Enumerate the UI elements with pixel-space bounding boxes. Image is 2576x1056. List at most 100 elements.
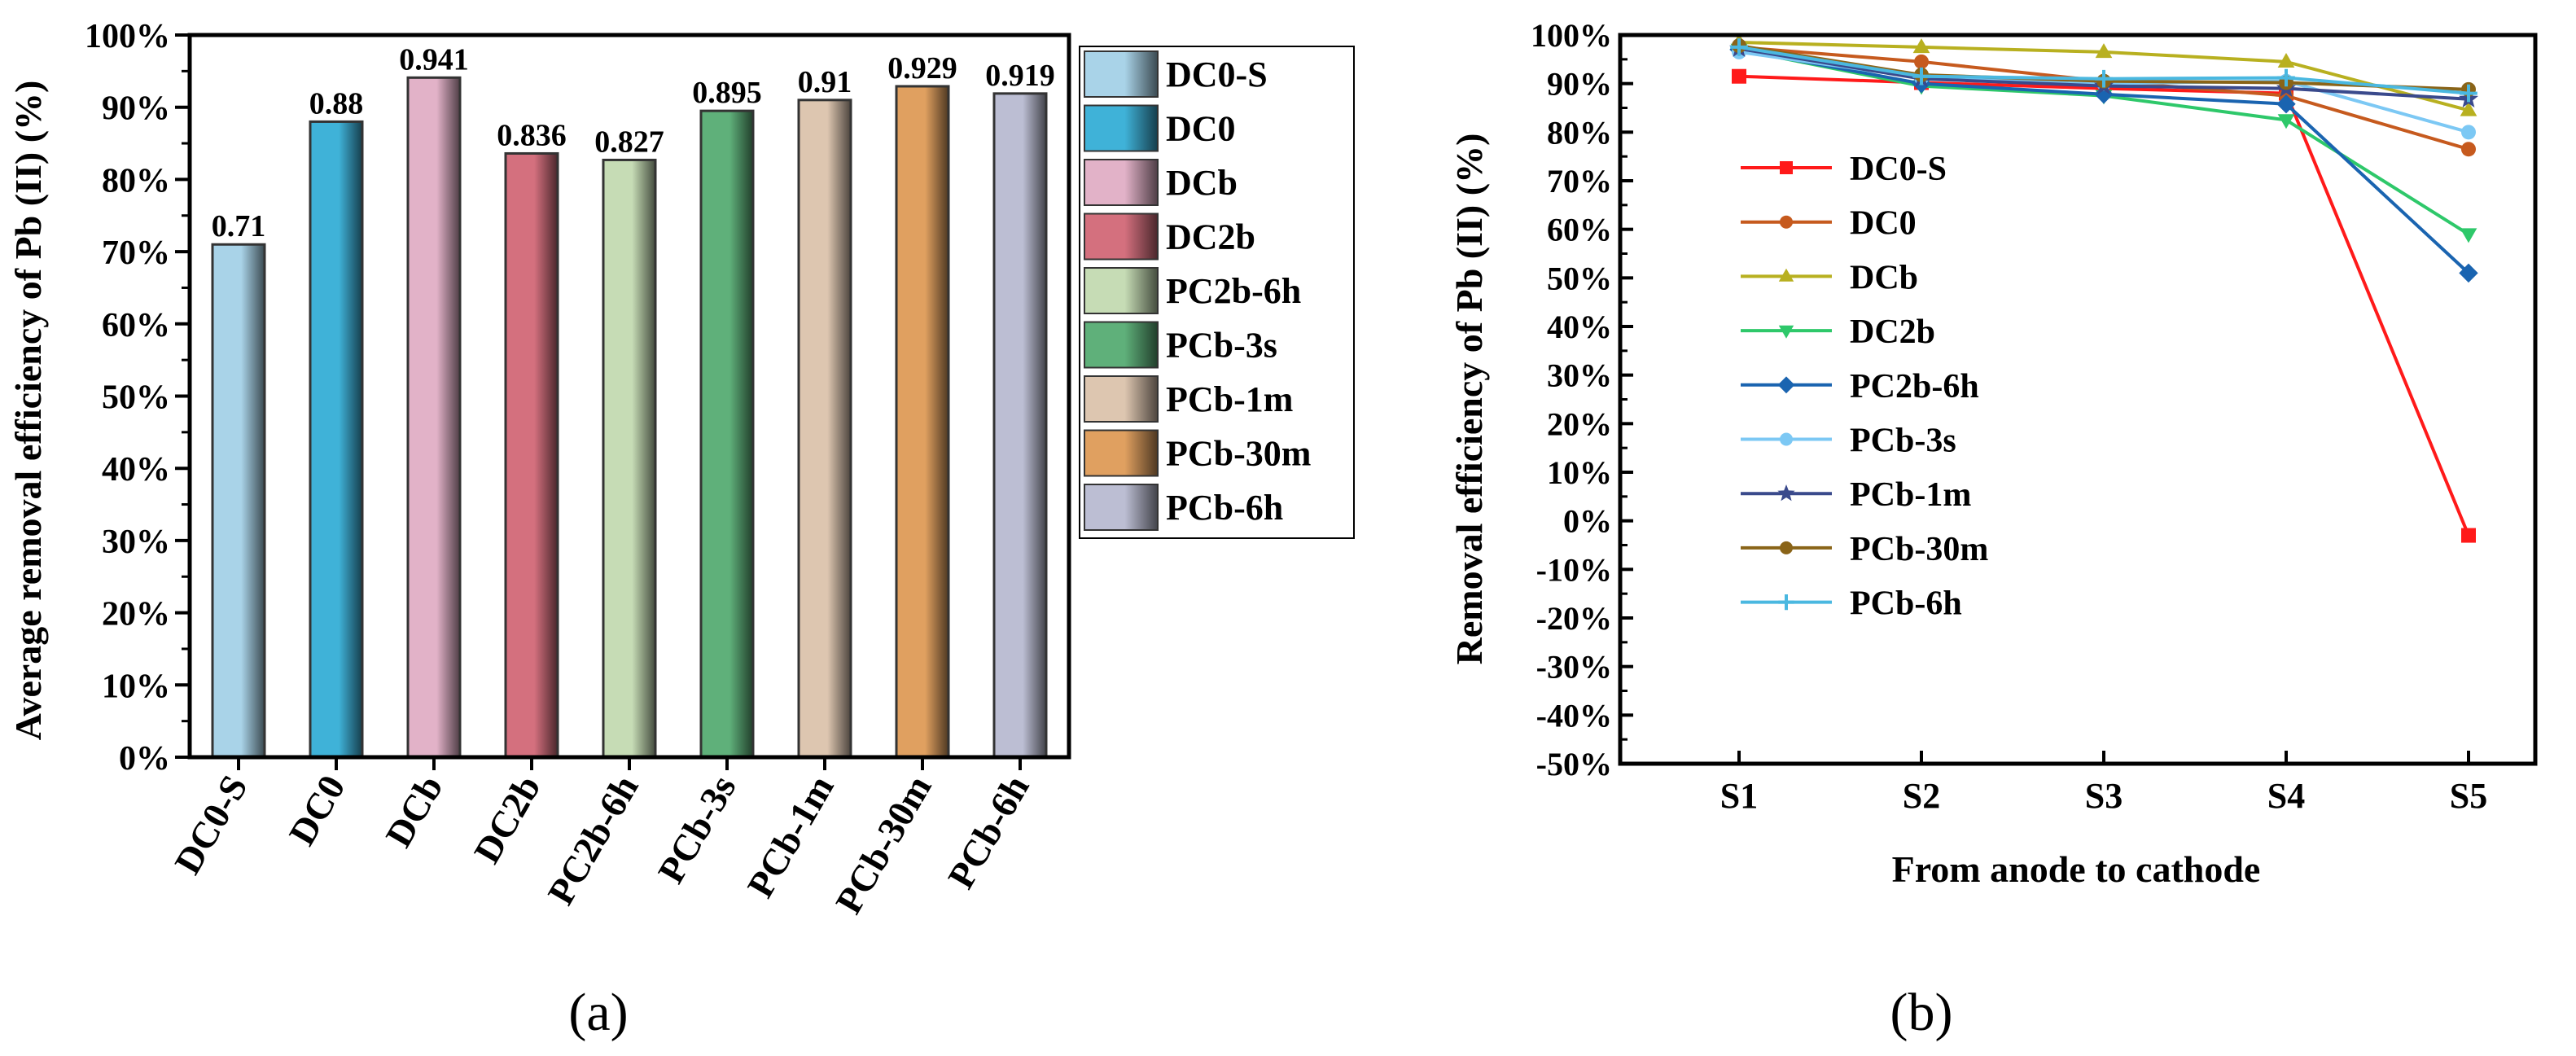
x-tick-label: DCb	[377, 769, 450, 854]
y-tick-label: 0%	[1563, 503, 1612, 540]
y-tick-label: -20%	[1536, 600, 1612, 637]
x-tick-label: DC0-S	[166, 769, 255, 881]
bar	[504, 151, 559, 759]
bar	[699, 109, 755, 759]
legend-swatch	[1084, 213, 1159, 261]
bar-value-label: 0.91	[798, 65, 852, 99]
legend-swatch	[1084, 321, 1159, 369]
bar-value-label: 0.919	[985, 59, 1055, 93]
y-tick-label: 50%	[102, 379, 170, 417]
legend-label: DC0	[1166, 109, 1236, 149]
y-tick-label: 100%	[1531, 17, 1612, 54]
marker-circle	[1780, 541, 1793, 554]
bar-value-label: 0.929	[887, 51, 957, 85]
bar-chart-plot-frame	[187, 33, 1071, 760]
bar-chart-panel: Average removal efficiency of Pb (II) (%…	[7, 18, 1355, 1042]
series-line	[1738, 74, 2470, 537]
legend-label: DC2b	[1166, 217, 1255, 257]
y-tick-label: 20%	[1547, 405, 1612, 442]
x-tick-label: PCb-3s	[650, 769, 744, 890]
legend-swatch	[1084, 159, 1159, 206]
marker-square	[1780, 161, 1793, 174]
y-tick-label: 10%	[1547, 454, 1612, 491]
y-tick-label: 40%	[102, 451, 170, 489]
legend-label: PCb-3s	[1166, 326, 1277, 366]
legend-label: PC2b-6h	[1850, 368, 1979, 405]
bar-value-label: 0.88	[309, 86, 364, 120]
legend-swatch	[1084, 267, 1159, 314]
marker-plus	[1730, 38, 1748, 56]
marker-triangle-up	[2460, 101, 2477, 116]
marker-square	[2461, 528, 2476, 543]
x-tick-label: PC2b-6h	[540, 769, 646, 912]
x-tick-label: PCb-1m	[739, 769, 842, 905]
legend-label: PCb-6h	[1166, 488, 1283, 528]
legend-label: PCb-3s	[1850, 423, 1956, 460]
y-tick-label: 10%	[102, 668, 170, 705]
y-tick-label: 50%	[1547, 260, 1612, 296]
marker-plus	[2460, 84, 2477, 103]
line-chart-plot-frame	[1618, 33, 2538, 766]
x-tick-label: S3	[2085, 776, 2123, 816]
y-tick-label: 100%	[85, 18, 170, 55]
marker-triangle-down	[2277, 114, 2295, 129]
x-tick-label: DC0	[281, 769, 353, 852]
bar	[895, 85, 950, 759]
x-tick-label: S4	[2267, 776, 2305, 816]
bar-value-label: 0.941	[399, 42, 469, 77]
marker-plus	[2277, 68, 2295, 87]
x-tick-label: DC2b	[466, 769, 549, 870]
bar	[406, 76, 462, 759]
line-chart-x-axis-label: From anode to cathode	[1892, 848, 2261, 890]
series	[1730, 38, 2477, 103]
x-tick-label: S2	[1903, 776, 1940, 816]
legend-label: DC0-S	[1166, 55, 1268, 94]
y-tick-label: 60%	[102, 307, 170, 344]
bar-value-label: 0.827	[594, 125, 664, 159]
legend-label: PCb-1m	[1850, 476, 1971, 514]
y-tick-label: 80%	[1547, 114, 1612, 151]
y-tick-label: -40%	[1536, 697, 1612, 734]
legend-swatch	[1084, 375, 1159, 423]
legend-label: PCb-1m	[1166, 379, 1293, 419]
legend-label: DCb	[1850, 259, 1918, 296]
legend-label: PCb-30m	[1166, 434, 1311, 474]
y-tick-label: 90%	[1547, 66, 1612, 103]
legend-label: PCb-30m	[1850, 531, 1988, 568]
marker-plus	[1912, 67, 1930, 85]
legend-label: DC2b	[1850, 313, 1935, 351]
marker-diamond	[2459, 263, 2478, 283]
line-chart-y-axis-label: Removal efficiency of Pb (II) (%)	[1448, 134, 1490, 665]
series	[1732, 68, 2476, 543]
marker-diamond	[1777, 376, 1795, 394]
y-tick-label: -10%	[1536, 551, 1612, 588]
bar	[211, 243, 266, 759]
y-tick-label: 0%	[119, 740, 170, 778]
legend-label: DCb	[1166, 163, 1238, 203]
x-tick-label: S1	[1720, 776, 1758, 816]
marker-diamond	[2276, 94, 2296, 114]
y-tick-label: 60%	[1547, 212, 1612, 248]
marker-triangle-down	[1778, 325, 1794, 339]
legend-label: PC2b-6h	[1166, 271, 1301, 311]
marker-circle	[1780, 215, 1793, 229]
bar	[309, 120, 364, 759]
marker-diamond	[2094, 85, 2114, 104]
legend-label: DC0-S	[1850, 151, 1947, 188]
legend-label: DC0	[1850, 205, 1917, 243]
bar-value-label: 0.71	[212, 209, 266, 243]
y-tick-label: 70%	[1547, 163, 1612, 199]
marker-circle	[2461, 142, 2476, 157]
line-chart-panel: Removal efficiency of Pb (II) (%) -50% -4…	[1448, 17, 2538, 1042]
marker-circle	[2461, 125, 2476, 140]
bar	[602, 158, 657, 759]
marker-triangle-up	[1778, 268, 1794, 282]
marker-circle	[1914, 54, 1929, 69]
y-tick-label: 30%	[1547, 357, 1612, 394]
x-tick-label: S5	[2450, 776, 2487, 816]
marker-plus	[1778, 594, 1794, 611]
marker-triangle-up	[2277, 53, 2295, 68]
marker-plus	[2095, 69, 2113, 88]
y-tick-label: 70%	[102, 234, 170, 272]
